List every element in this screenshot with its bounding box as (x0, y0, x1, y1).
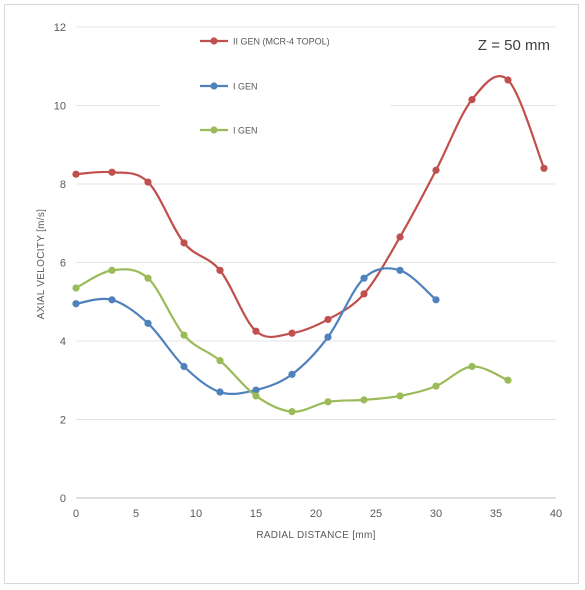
axes: 0 2 4 6 8 10 12 0 5 10 15 20 25 30 35 40 (54, 22, 562, 520)
data-point (108, 168, 116, 176)
x-tick-label: 25 (370, 508, 382, 520)
y-tick-label: 6 (60, 258, 66, 270)
legend-swatch-marker (210, 82, 218, 90)
legend-swatch-marker (210, 126, 218, 134)
x-tick-label: 0 (73, 508, 79, 520)
data-point (144, 319, 152, 327)
data-point (324, 315, 332, 324)
data-point (144, 178, 152, 186)
series-line (74, 268, 510, 413)
data-point (468, 96, 476, 104)
x-tick-label: 15 (250, 508, 262, 520)
x-tick-label: 20 (310, 508, 322, 520)
legend-item: II GEN (MCR-4 TOPOL) (200, 37, 330, 47)
y-tick-label: 12 (54, 22, 66, 34)
z-position-annotation: Z = 50 mm (478, 37, 550, 54)
y-tick-label: 8 (60, 179, 66, 191)
x-tick-label: 10 (190, 508, 202, 520)
legend-label: I GEN (233, 126, 258, 136)
y-tick-label: 2 (60, 415, 66, 427)
data-point (288, 408, 296, 416)
x-tick-label: 40 (550, 508, 562, 520)
data-point (252, 386, 260, 394)
legend-swatch-marker (210, 37, 218, 45)
data-point (360, 290, 368, 298)
legend-background (160, 30, 390, 140)
data-point (396, 392, 404, 400)
data-point (72, 170, 80, 178)
data-point (72, 300, 80, 308)
y-axis-title: AXIAL VELOCITY [m/s] (36, 209, 47, 319)
x-axis-title: RADIAL DISTANCE [mm] (256, 530, 375, 541)
data-point (180, 239, 188, 247)
data-point (252, 327, 260, 335)
series-group (72, 75, 548, 416)
data-point (432, 166, 440, 174)
data-point (180, 331, 188, 339)
data-point (72, 284, 80, 292)
data-point (504, 376, 512, 384)
data-point (432, 382, 440, 390)
y-tick-label: 4 (60, 336, 66, 348)
legend-label: I GEN (233, 82, 258, 92)
data-point (216, 266, 224, 274)
y-tick-label: 0 (60, 493, 66, 505)
data-point (360, 274, 368, 282)
data-point (360, 396, 368, 404)
series-i-gen-green (72, 266, 512, 416)
data-point (288, 370, 296, 378)
data-point (288, 329, 296, 337)
data-point (432, 296, 440, 304)
data-point (108, 296, 116, 304)
data-point (144, 274, 152, 282)
x-tick-label: 5 (133, 508, 139, 520)
data-point (324, 333, 332, 341)
data-point (396, 266, 404, 274)
y-tick-label: 10 (54, 101, 66, 113)
legend-item: I GEN (200, 82, 258, 92)
series-ii-gen (72, 75, 548, 339)
data-point (396, 233, 404, 241)
legend: II GEN (MCR-4 TOPOL) I GEN I GEN (160, 30, 390, 140)
x-tick-label: 35 (490, 508, 502, 520)
legend-label: II GEN (MCR-4 TOPOL) (233, 37, 330, 47)
data-point (180, 362, 188, 371)
data-point (504, 76, 512, 84)
data-point (540, 164, 548, 172)
x-tick-label: 30 (430, 508, 442, 520)
data-point (108, 266, 116, 274)
data-point (216, 388, 224, 396)
data-point (468, 362, 476, 371)
legend-item: I GEN (200, 126, 258, 136)
data-point (324, 398, 332, 406)
series-i-gen-blue (72, 266, 440, 396)
data-point (252, 392, 260, 400)
data-point (216, 357, 224, 365)
